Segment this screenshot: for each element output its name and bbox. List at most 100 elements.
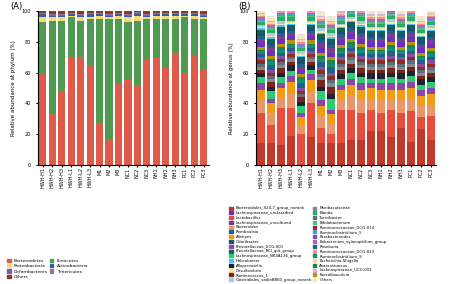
Bar [143, 15, 151, 16]
Bar [377, 34, 385, 37]
Bar [428, 88, 435, 94]
Bar [357, 39, 365, 43]
Bar [317, 33, 325, 34]
Bar [267, 24, 275, 25]
Bar [287, 33, 295, 36]
Bar [172, 54, 179, 165]
Bar [377, 100, 385, 112]
Bar [367, 37, 375, 39]
Bar [428, 14, 435, 16]
Bar [357, 25, 365, 27]
Bar [387, 65, 395, 68]
Bar [367, 131, 375, 165]
Bar [387, 16, 395, 19]
Bar [397, 14, 405, 16]
Bar [287, 62, 295, 65]
Bar [357, 30, 365, 33]
Bar [357, 18, 365, 20]
Bar [407, 51, 415, 54]
Bar [153, 57, 160, 165]
Bar [347, 7, 355, 8]
Bar [367, 110, 375, 131]
Bar [407, 4, 415, 8]
Bar [277, 27, 285, 30]
Bar [307, 62, 315, 65]
Bar [307, 33, 315, 36]
Bar [357, 77, 365, 83]
Bar [387, 48, 395, 51]
Bar [377, 30, 385, 31]
Bar [347, 22, 355, 25]
Bar [327, 25, 335, 27]
Bar [172, 14, 179, 16]
Bar [357, 36, 365, 39]
Bar [357, 56, 365, 59]
Bar [77, 18, 84, 20]
Bar [357, 50, 365, 53]
Bar [96, 13, 103, 14]
Bar [327, 37, 335, 39]
Bar [417, 85, 425, 89]
Bar [327, 123, 335, 134]
Bar [428, 41, 435, 43]
Bar [327, 39, 335, 42]
Bar [407, 14, 415, 16]
Bar [257, 22, 264, 25]
Bar [143, 59, 151, 165]
Bar [337, 27, 345, 28]
Bar [307, 10, 315, 11]
Bar [124, 15, 131, 16]
Bar [297, 64, 305, 66]
Bar [417, 22, 425, 24]
Bar [428, 140, 435, 165]
Bar [367, 73, 375, 79]
Bar [267, 30, 275, 33]
Bar [428, 82, 435, 88]
Bar [277, 20, 285, 24]
Bar [337, 79, 345, 85]
Text: (B): (B) [238, 2, 250, 11]
Bar [297, 34, 305, 39]
Bar [417, 66, 425, 70]
Bar [287, 8, 295, 10]
Bar [307, 57, 315, 59]
Bar [317, 59, 325, 62]
Bar [277, 145, 285, 165]
Bar [162, 11, 169, 13]
Bar [267, 73, 275, 76]
Bar [417, 33, 425, 34]
Bar [357, 59, 365, 62]
Bar [377, 10, 385, 14]
Bar [337, 51, 345, 54]
Bar [428, 70, 435, 73]
Bar [357, 47, 365, 50]
Bar [367, 88, 375, 99]
Bar [172, 19, 179, 54]
Bar [297, 91, 305, 94]
Bar [327, 134, 335, 143]
Bar [387, 68, 395, 73]
Bar [428, 18, 435, 19]
Bar [48, 14, 56, 15]
Bar [307, 45, 315, 48]
Bar [337, 57, 345, 60]
Bar [428, 19, 435, 20]
Bar [115, 19, 122, 83]
Bar [257, 14, 264, 16]
Bar [337, 31, 345, 34]
Bar [267, 36, 275, 37]
Bar [377, 89, 385, 100]
Bar [115, 83, 122, 165]
Bar [317, 62, 325, 66]
Bar [377, 20, 385, 22]
Bar [357, 73, 365, 77]
Bar [77, 15, 84, 16]
Bar [357, 89, 365, 100]
Bar [297, 106, 305, 112]
Bar [397, 30, 405, 31]
Bar [327, 16, 335, 20]
Bar [48, 18, 56, 20]
Bar [317, 48, 325, 53]
Bar [417, 16, 425, 20]
Bar [377, 24, 385, 27]
